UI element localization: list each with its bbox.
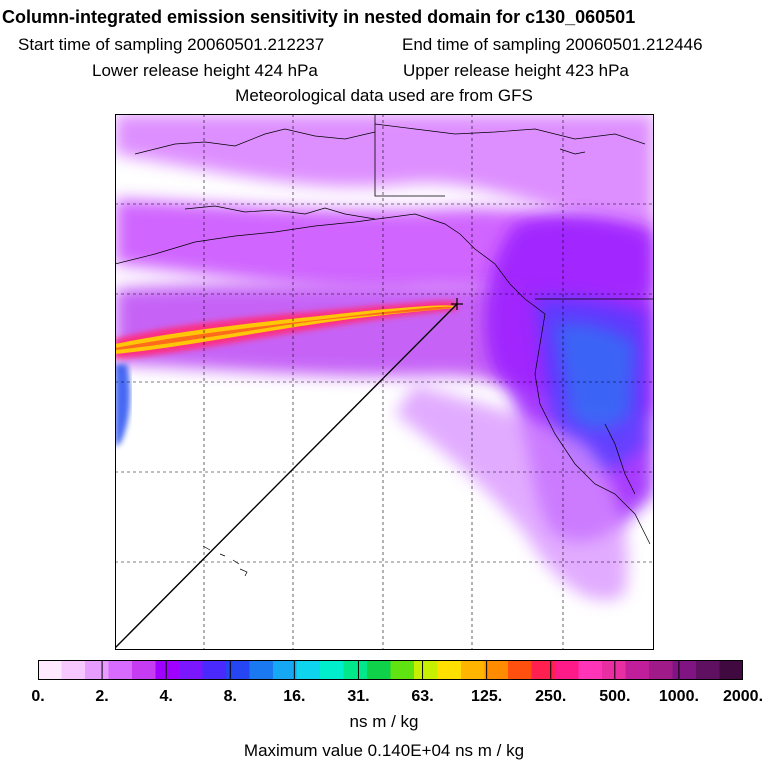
colorbar bbox=[38, 660, 743, 680]
colorbar-cell bbox=[414, 660, 439, 680]
colorbar-cell bbox=[461, 660, 486, 680]
colorbar-cell bbox=[367, 660, 392, 680]
lower-release-text: Lower release height 424 hPa bbox=[92, 61, 318, 80]
colorbar-cell bbox=[578, 660, 603, 680]
sensitivity-map bbox=[115, 114, 654, 650]
met-data-text: Meteorological data used are from GFS bbox=[235, 86, 533, 105]
nested-domain-outline bbox=[374, 114, 654, 300]
colorbar-cell bbox=[555, 660, 580, 680]
colorbar-cell bbox=[132, 660, 157, 680]
colorbar-cell bbox=[296, 660, 321, 680]
colorbar-cell bbox=[61, 660, 86, 680]
colorbar-cell bbox=[343, 660, 368, 680]
colorbar-tick-label: 63. bbox=[411, 688, 434, 705]
figure-title: Column-integrated emission sensitivity i… bbox=[2, 7, 636, 27]
colorbar-cell bbox=[719, 660, 743, 680]
colorbar-tick-label: 125. bbox=[471, 688, 503, 705]
colorbar-cell bbox=[672, 660, 697, 680]
colorbar-tick-label: 8. bbox=[223, 688, 237, 705]
colorbar-cell bbox=[625, 660, 650, 680]
maximum-value-text: Maximum value 0.140E+04 ns m / kg bbox=[243, 741, 525, 760]
start-time-text: Start time of sampling 20060501.212237 bbox=[18, 35, 325, 54]
colorbar-tick-label: 2000. bbox=[722, 688, 764, 705]
colorbar-cell bbox=[155, 660, 180, 680]
colorbar-units: ns m / kg bbox=[349, 712, 419, 731]
colorbar-cell bbox=[437, 660, 462, 680]
map-frame bbox=[115, 114, 654, 650]
colorbar-cell bbox=[85, 660, 110, 680]
colorbar-tick-label: 31. bbox=[347, 688, 370, 705]
colorbar-tick-label: 0. bbox=[31, 688, 45, 705]
flight-track-line bbox=[115, 303, 458, 649]
colorbar-cell bbox=[508, 660, 533, 680]
release-location-marker bbox=[451, 298, 463, 310]
colorbar-cell bbox=[320, 660, 345, 680]
colorbar-cell bbox=[108, 660, 133, 680]
colorbar-cell bbox=[273, 660, 298, 680]
end-time-text: End time of sampling 20060501.212446 bbox=[402, 35, 703, 54]
sensitivity-field bbox=[115, 114, 654, 601]
colorbar-cell bbox=[226, 660, 251, 680]
colorbar-cell bbox=[649, 660, 674, 680]
upper-release-text: Upper release height 423 hPa bbox=[403, 61, 629, 80]
colorbar-tick-label: 16. bbox=[283, 688, 306, 705]
colorbar-cell bbox=[249, 660, 274, 680]
colorbar-tick-label: 500. bbox=[599, 688, 631, 705]
colorbar-cell bbox=[390, 660, 415, 680]
colorbar-cell bbox=[696, 660, 721, 680]
colorbar-cell bbox=[602, 660, 627, 680]
colorbar-cell bbox=[202, 660, 227, 680]
lat-lon-grid bbox=[115, 114, 654, 650]
colorbar-cell bbox=[484, 660, 509, 680]
coastlines bbox=[115, 123, 651, 577]
colorbar-tick-label: 1000. bbox=[658, 688, 699, 705]
colorbar-tick-label: 250. bbox=[535, 688, 567, 705]
colorbar-cell bbox=[38, 660, 63, 680]
colorbar-cell bbox=[531, 660, 556, 680]
colorbar-tick-label: 4. bbox=[159, 688, 173, 705]
colorbar-tick-label: 2. bbox=[95, 688, 109, 705]
colorbar-cell bbox=[179, 660, 204, 680]
